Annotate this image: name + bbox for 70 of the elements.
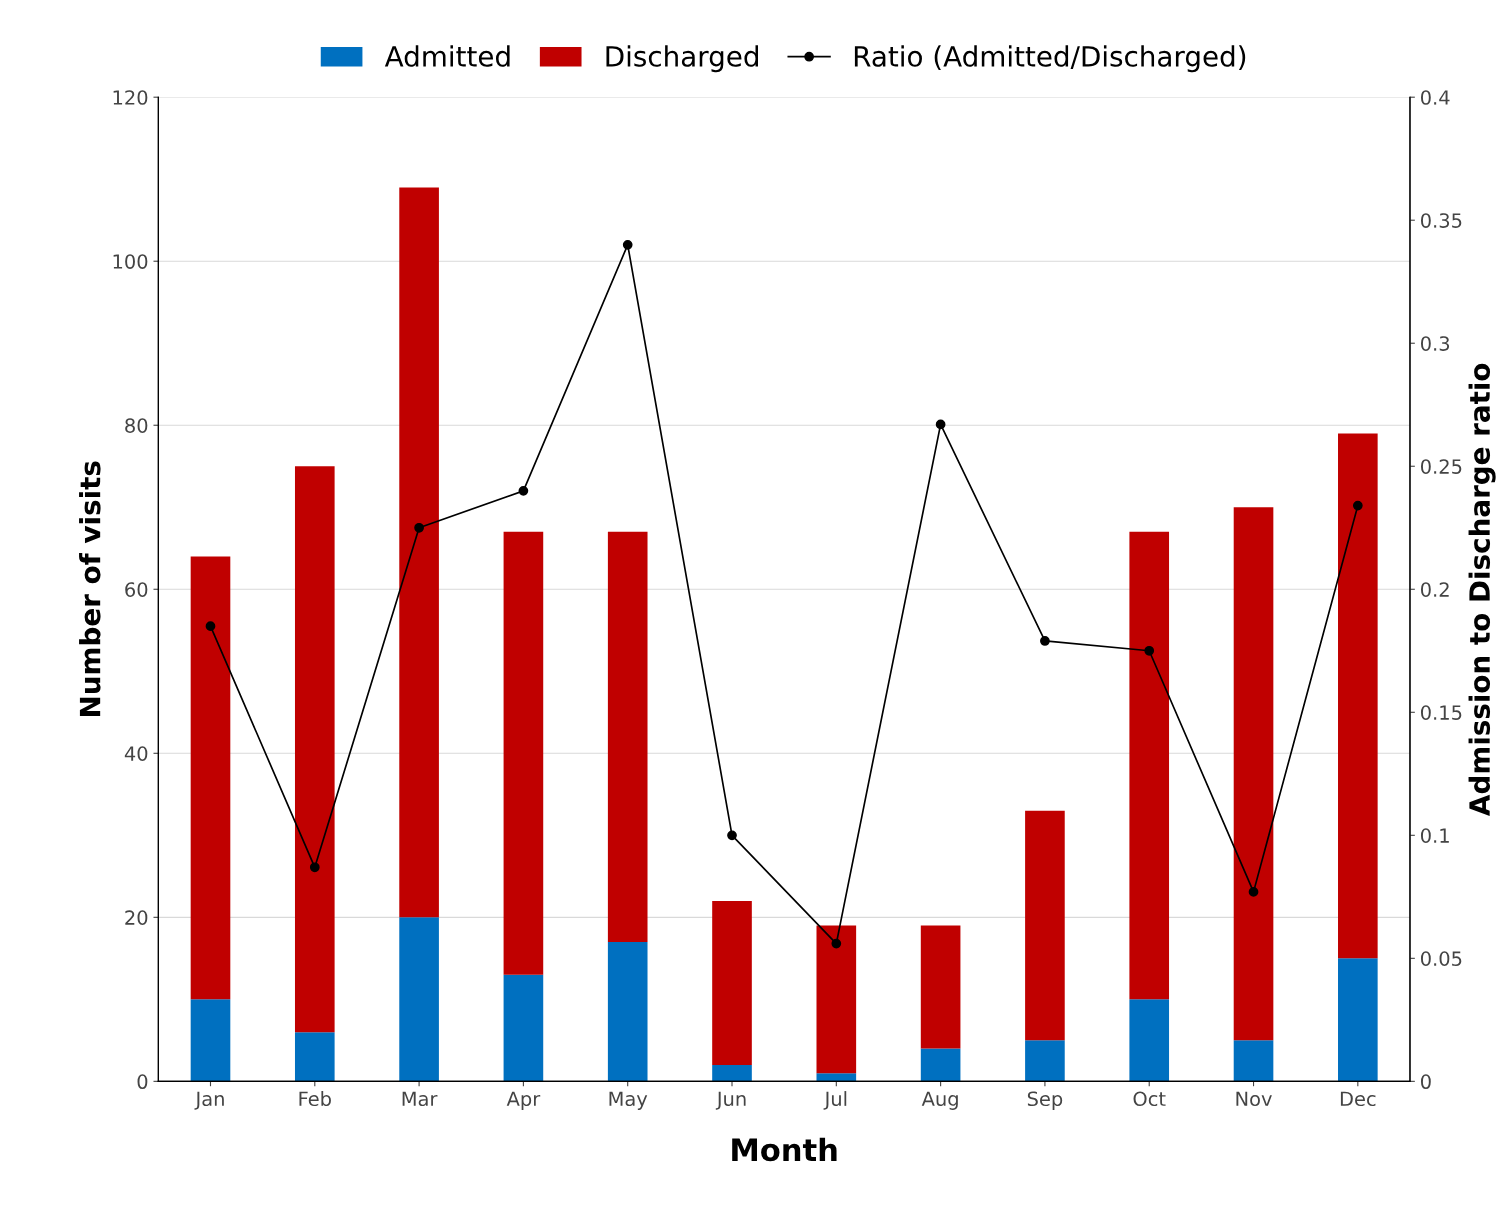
bar <box>294 1032 335 1082</box>
y2-tick-label: 0.05 <box>1420 951 1462 966</box>
bar <box>1025 1040 1065 1082</box>
bar <box>1025 810 1065 1041</box>
y-tick-label: 0 <box>137 1074 148 1090</box>
y-tick-label: 120 <box>113 90 148 105</box>
x-tick-label: Nov <box>1236 1091 1272 1107</box>
bar <box>1129 531 1170 1000</box>
y2-tick-label: 0.4 <box>1420 90 1450 105</box>
x-tick-label: Mar <box>402 1091 438 1107</box>
bar <box>920 925 961 1049</box>
bar <box>503 531 544 975</box>
x-tick-label: Sep <box>1027 1091 1063 1110</box>
point <box>1040 636 1050 646</box>
bar <box>607 531 648 942</box>
point <box>1144 645 1155 656</box>
x-tick-label: Oct <box>1133 1091 1166 1107</box>
x-tick-label: Apr <box>506 1091 541 1110</box>
x-tick-label: Jun <box>715 1091 746 1110</box>
x-axis-title: Month <box>732 1137 837 1162</box>
legend-label: Ratio (Admitted/Discharged) <box>854 45 1246 73</box>
bar <box>399 917 439 1082</box>
point <box>727 830 737 841</box>
bar <box>1233 1040 1274 1082</box>
point <box>414 522 424 533</box>
point <box>831 938 842 949</box>
x-tick-label: Aug <box>921 1091 958 1110</box>
point <box>518 485 529 496</box>
y-tick-label: 20 <box>125 910 148 925</box>
bar <box>607 941 648 1082</box>
y2-tick-label: 0.15 <box>1420 705 1462 720</box>
y-axis-title: Number of visits <box>79 461 101 716</box>
x-tick-label: Feb <box>299 1091 331 1107</box>
point <box>622 239 633 250</box>
y-tick-label: 80 <box>125 418 148 433</box>
bar <box>712 900 752 1065</box>
legend-label: Discharged <box>606 45 758 73</box>
bar <box>190 999 231 1082</box>
bar <box>816 925 857 1074</box>
y2-tick-label: 0.35 <box>1420 213 1462 228</box>
bar <box>1338 433 1378 959</box>
y-tick-label: 40 <box>124 746 148 761</box>
x-tick-label: May <box>609 1091 648 1110</box>
bar <box>503 974 544 1082</box>
point <box>205 621 216 632</box>
point <box>1352 500 1363 511</box>
y2-axis-title: Admission to Discharge ratio <box>1468 363 1496 816</box>
point <box>935 419 946 430</box>
y2-tick-label: 0.2 <box>1420 582 1449 597</box>
x-tick-label: Dec <box>1340 1091 1376 1107</box>
bar <box>1129 999 1170 1082</box>
bar <box>712 1064 752 1082</box>
x-tick-label: Jan <box>194 1091 224 1110</box>
y2-tick-label: 0.3 <box>1420 336 1450 351</box>
y-tick-label: 60 <box>125 582 148 597</box>
bar <box>816 1073 857 1082</box>
point <box>1248 887 1259 897</box>
y2-tick-label: 0.1 <box>1420 828 1449 843</box>
legend-label: Admitted <box>384 45 510 67</box>
bar <box>190 556 231 1000</box>
bar <box>1233 507 1274 1041</box>
point <box>309 862 320 873</box>
y2-tick-label: 0.25 <box>1420 459 1462 474</box>
bar <box>294 466 335 1033</box>
y2-tick-label: 0 <box>1420 1074 1431 1090</box>
x-tick-label: Jul <box>823 1091 847 1110</box>
bar <box>1338 958 1378 1082</box>
bar <box>920 1048 961 1082</box>
bar <box>399 187 439 918</box>
y-tick-label: 100 <box>113 254 148 269</box>
